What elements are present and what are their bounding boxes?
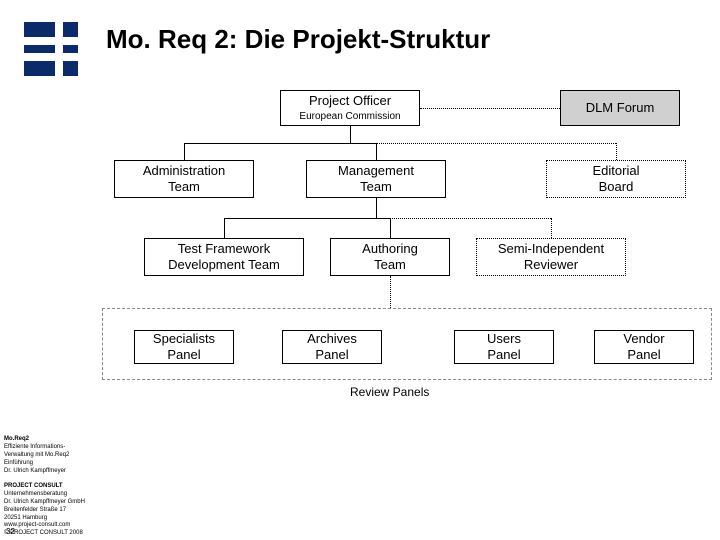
box-project-officer: Project Officer European Commission bbox=[280, 90, 420, 126]
l1: Semi-Independent bbox=[498, 241, 604, 257]
logo bbox=[24, 22, 78, 76]
l2: Team bbox=[374, 257, 406, 273]
l1: Editorial bbox=[593, 163, 640, 179]
review-panels-label: Review Panels bbox=[350, 385, 429, 399]
l2: Panel bbox=[167, 347, 200, 363]
l2: Development Team bbox=[168, 257, 280, 273]
l1: Specialists bbox=[153, 331, 215, 347]
l1: Users bbox=[487, 331, 521, 347]
slide-title: Mo. Req 2: Die Projekt-Struktur bbox=[106, 24, 490, 55]
l1: Archives bbox=[307, 331, 357, 347]
l1: Vendor bbox=[623, 331, 664, 347]
box-users-panel: Users Panel bbox=[454, 330, 554, 364]
box-specialists-panel: Specialists Panel bbox=[134, 330, 234, 364]
box-authoring-team: Authoring Team bbox=[330, 238, 450, 276]
box-vendor-panel: Vendor Panel bbox=[594, 330, 694, 364]
l2: Panel bbox=[315, 347, 348, 363]
box-archives-panel: Archives Panel bbox=[282, 330, 382, 364]
l1: Test Framework bbox=[178, 241, 270, 257]
l1: Authoring bbox=[362, 241, 418, 257]
l2: Team bbox=[360, 179, 392, 195]
l1: Administration bbox=[143, 163, 225, 179]
box-dlm-forum: DLM Forum bbox=[560, 90, 680, 126]
box-test-framework: Test Framework Development Team bbox=[144, 238, 304, 276]
label: Project Officer bbox=[309, 93, 391, 109]
box-management-team: Management Team bbox=[306, 160, 446, 198]
box-admin-team: Administration Team bbox=[114, 160, 254, 198]
l2: Board bbox=[599, 179, 634, 195]
sidebar: Mo.Req2Effiziente Informations-Verwaltun… bbox=[0, 428, 100, 540]
label: DLM Forum bbox=[586, 100, 655, 116]
diagram-canvas: Project Officer European Commission DLM … bbox=[0, 80, 720, 480]
sublabel: European Commission bbox=[299, 111, 400, 123]
slide-number: 32 bbox=[6, 527, 15, 536]
box-editorial-board: Editorial Board bbox=[546, 160, 686, 198]
l1: Management bbox=[338, 163, 414, 179]
l2: Panel bbox=[627, 347, 660, 363]
box-semi-reviewer: Semi-Independent Reviewer bbox=[476, 238, 626, 276]
l2: Panel bbox=[487, 347, 520, 363]
l2: Reviewer bbox=[524, 257, 578, 273]
l2: Team bbox=[168, 179, 200, 195]
